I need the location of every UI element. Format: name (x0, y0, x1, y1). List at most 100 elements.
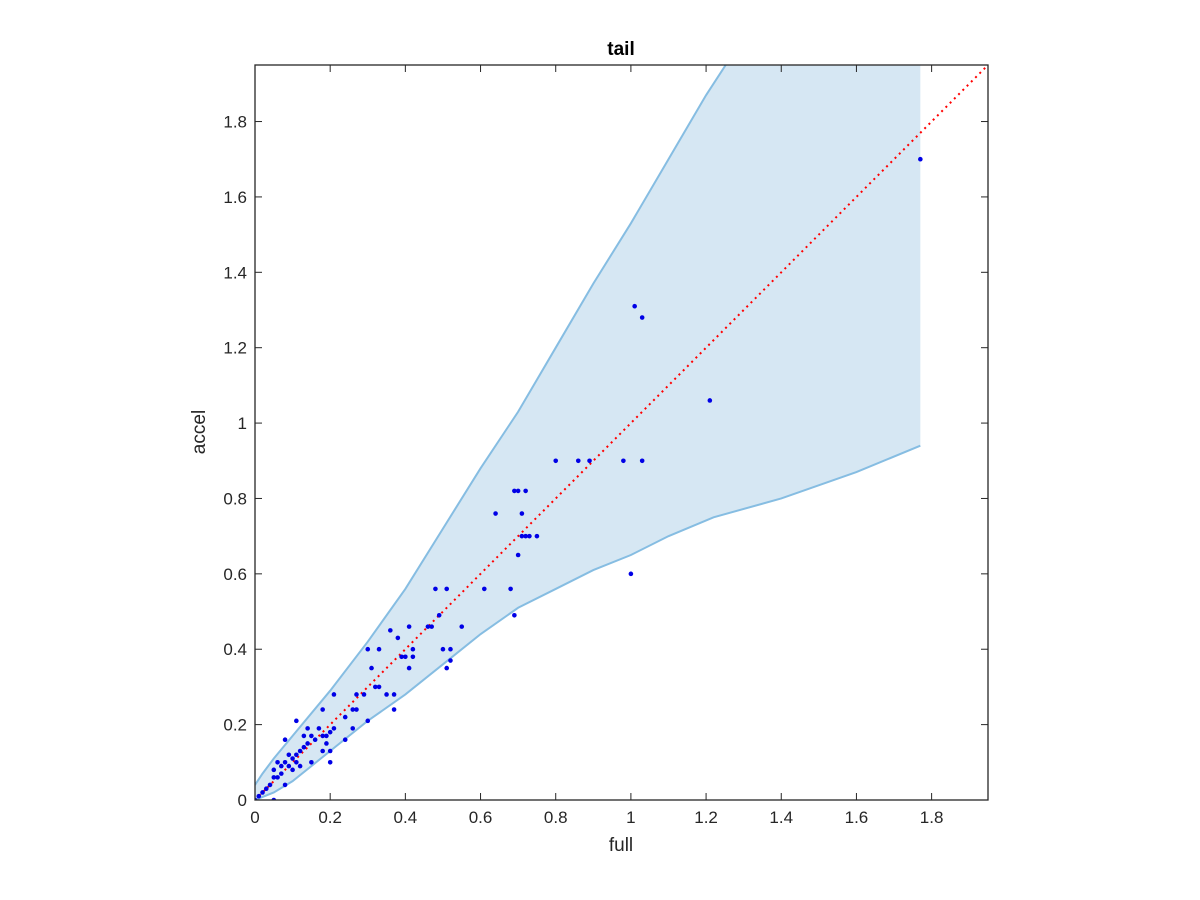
chart-title: tail (607, 39, 634, 60)
data-point (290, 756, 295, 761)
data-point (628, 571, 634, 577)
x-tick-label: 1.4 (769, 808, 793, 827)
y-tick-label: 1.2 (223, 339, 247, 358)
data-point (256, 793, 262, 799)
data-point (369, 665, 374, 671)
data-point (282, 737, 288, 742)
data-point (444, 665, 450, 671)
band-fill (255, 65, 921, 800)
data-point (282, 782, 288, 788)
data-point (433, 586, 438, 592)
data-point (621, 458, 626, 464)
ticks-group: 0 0.2 0.4 0.6 0.8 1 1.2 1.4 1.6 1.8 0 0.2 0.4 0.6 0.8 1… (223, 65, 988, 827)
data-point (331, 726, 337, 731)
data-point (508, 586, 513, 592)
data-point (481, 586, 487, 592)
data-point (519, 533, 525, 539)
data-point (512, 613, 517, 618)
data-point (384, 692, 389, 697)
data-point (406, 624, 412, 629)
data-point (459, 624, 465, 629)
data-point (553, 458, 559, 464)
confidence-band-group (255, 65, 921, 800)
data-point (410, 646, 416, 652)
band-upper-edge (255, 65, 727, 786)
data-point (639, 315, 645, 320)
data-point (342, 737, 348, 742)
data-points-group (255, 156, 923, 800)
data-point (327, 729, 333, 735)
data-point (410, 654, 416, 660)
y-tick-label: 1.8 (223, 113, 247, 132)
data-point (376, 646, 382, 652)
data-point (320, 707, 325, 712)
data-point (512, 488, 517, 494)
data-point (372, 684, 378, 690)
data-point (324, 733, 329, 739)
diagonal-reference-group (255, 65, 988, 800)
data-point (365, 646, 371, 652)
data-point (275, 775, 280, 780)
data-point (260, 790, 265, 795)
data-point (267, 782, 273, 788)
data-point (365, 718, 371, 724)
data-point (309, 733, 314, 739)
data-point (279, 763, 284, 769)
data-point (399, 654, 404, 660)
data-point (282, 760, 288, 765)
axes-box (254, 64, 989, 801)
data-point (429, 624, 434, 629)
data-point (297, 763, 303, 769)
data-point (290, 767, 295, 773)
data-point (294, 718, 299, 724)
data-point (354, 707, 359, 712)
data-point (312, 737, 318, 742)
y-tick-label: 1.4 (223, 263, 247, 282)
data-point (327, 748, 333, 754)
x-tick-label: 0.4 (394, 808, 418, 827)
y-tick-label: 0.4 (223, 640, 247, 659)
data-point (440, 646, 446, 652)
data-point (632, 303, 637, 309)
data-point (309, 760, 314, 765)
data-point (527, 533, 532, 539)
data-point (297, 748, 303, 754)
data-point (263, 786, 269, 791)
data-point (301, 744, 307, 750)
data-point (388, 628, 393, 633)
data-point (575, 458, 581, 464)
data-point (286, 763, 292, 769)
y-tick-label: 0 (238, 791, 247, 810)
data-point (403, 654, 408, 660)
data-point (350, 726, 356, 731)
data-point (316, 726, 322, 731)
diagonal-line (255, 65, 988, 800)
data-point (448, 646, 453, 652)
data-point (587, 458, 592, 464)
data-point (515, 552, 521, 558)
data-point (918, 156, 923, 162)
data-point (294, 760, 299, 765)
data-point (639, 458, 645, 464)
x-tick-label: 0.8 (544, 808, 568, 827)
data-point (320, 733, 325, 739)
data-point (448, 658, 453, 663)
data-point (350, 707, 356, 712)
data-point (271, 767, 277, 773)
data-point (425, 624, 431, 629)
x-tick-label: 1 (626, 808, 635, 827)
data-point (376, 684, 382, 690)
data-point (707, 398, 713, 403)
x-tick-label: 1.6 (845, 808, 869, 827)
data-point (391, 692, 397, 697)
data-point (294, 752, 299, 758)
data-point (395, 635, 401, 641)
y-tick-label: 0.6 (223, 565, 247, 584)
data-point (275, 760, 280, 765)
data-point (361, 692, 367, 697)
data-point (493, 511, 498, 516)
x-axis-label: full (609, 835, 633, 856)
x-tick-label: 0.2 (318, 808, 342, 827)
x-tick-label: 0.6 (469, 808, 493, 827)
